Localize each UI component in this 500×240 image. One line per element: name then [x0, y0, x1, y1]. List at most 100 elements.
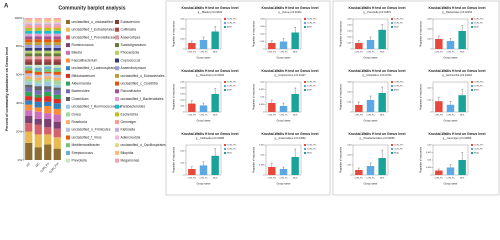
- legend-label: CON_Pre: [307, 144, 317, 147]
- legend-swatch: [391, 144, 393, 146]
- y-tick-label: 0.03: [347, 145, 352, 147]
- bar-segment: [53, 80, 61, 85]
- bar-segment: [34, 53, 42, 57]
- y-axis-label: Proportion of sequences: [173, 146, 176, 173]
- legend-swatch: [304, 18, 306, 20]
- x-tick-label: CON_Po: [279, 178, 288, 180]
- x-axis-label: Group name: [364, 57, 379, 60]
- y-tick-label: 0: [430, 49, 432, 51]
- bar-segment: [34, 62, 42, 65]
- bar: [188, 169, 196, 175]
- legend-swatch: [224, 144, 226, 146]
- legend-swatch: [224, 18, 226, 20]
- bar-segment: [34, 80, 42, 84]
- x-tick-label: CON_Po: [199, 52, 208, 54]
- bar-segment: [53, 114, 61, 122]
- legend-label: Flavonifractor: [121, 89, 142, 93]
- subplot-bg: [418, 130, 496, 188]
- legend-label: MCK: [394, 153, 399, 155]
- legend-label: Anaerostipes: [121, 35, 141, 39]
- bar-segment: [53, 39, 61, 43]
- bar-segment: [44, 59, 52, 63]
- bar: [355, 105, 363, 112]
- bar-segment: [44, 134, 52, 145]
- subplot-bg: [251, 67, 329, 125]
- bar-segment: [44, 53, 52, 57]
- bar-segment: [25, 44, 33, 48]
- y-tick-label: 0.06: [427, 19, 432, 21]
- bar-segment: [44, 44, 52, 48]
- bar-segment: [34, 44, 42, 48]
- bar: [199, 40, 208, 49]
- legend-label: CON_Pre: [307, 81, 317, 84]
- bar-segment: [44, 39, 52, 43]
- x-tick-label: MCK: [460, 115, 465, 117]
- bar-segment: [25, 30, 33, 34]
- bar-segment: [25, 81, 33, 85]
- legend-label: Akkermansia: [72, 81, 92, 85]
- legend-label: Klebsiella: [121, 128, 136, 132]
- legend-swatch: [224, 22, 226, 24]
- legend-label: MCK: [394, 27, 399, 29]
- x-axis-label: Group name: [197, 57, 212, 60]
- x-tick-label: CON_Po: [39, 161, 50, 173]
- bar-segment: [53, 59, 61, 63]
- x-axis-label: Group name: [444, 120, 459, 123]
- y-tick-label: 60%: [16, 73, 22, 77]
- bar-segment: [34, 33, 42, 37]
- y-axis-label: Proportion of sequences: [253, 83, 256, 110]
- legend-label: Roseburia: [72, 120, 88, 124]
- legend-swatch: [115, 43, 119, 48]
- subplot-bg: [338, 4, 416, 62]
- legend-swatch: [66, 43, 70, 48]
- legend-label: unclassified_f_Lachnospiraceae: [72, 66, 120, 70]
- bar: [378, 158, 386, 175]
- bar-segment: [44, 89, 52, 92]
- bar-segment: [53, 23, 61, 26]
- bar-segment: [34, 59, 42, 63]
- legend-swatch: [115, 150, 119, 155]
- bar-segment: [25, 25, 33, 28]
- x-tick-label: CON_Pre: [187, 52, 197, 54]
- bar-segment: [44, 22, 52, 24]
- x-tick-label: CON_Pre: [434, 52, 444, 54]
- legend-label: MCK: [474, 153, 479, 155]
- legend-swatch: [115, 27, 119, 32]
- x-tick-label: CON_Pre: [354, 178, 364, 180]
- legend-swatch: [115, 112, 119, 117]
- subplot-subtitle: g__Coprococcus p=0.04127: [274, 74, 306, 77]
- subplot-bg: [418, 67, 496, 125]
- x-tick-label: MCK: [460, 178, 465, 180]
- bar: [268, 43, 276, 49]
- y-tick-label: 0.02: [427, 145, 432, 147]
- bar-segment: [34, 118, 42, 125]
- bar: [211, 155, 219, 175]
- bar: [435, 101, 443, 112]
- bar-segment: [53, 90, 61, 95]
- y-tick-label: 0.01: [260, 97, 265, 99]
- y-tick-label: 0.01: [260, 41, 265, 43]
- legend-label: CON_Po: [394, 86, 404, 88]
- legend-label: MCK: [394, 90, 399, 92]
- bar: [355, 170, 363, 175]
- subplot-title: Kruskal-Wallis H test on Genus level: [348, 69, 405, 73]
- legend-label: unclassified_o_unclassified: [72, 20, 113, 24]
- bar-segment: [44, 76, 52, 80]
- y-tick-label: 0.03: [180, 94, 185, 96]
- x-axis-label: Group name: [364, 120, 379, 123]
- bar-segment: [34, 94, 42, 98]
- legend-swatch: [391, 22, 393, 24]
- y-tick-label: 0: [430, 112, 432, 114]
- y-tick-label: 0.03: [260, 26, 265, 28]
- legend-swatch: [304, 81, 306, 83]
- bar-segment: [34, 67, 42, 71]
- bar-segment: [25, 67, 33, 71]
- legend-swatch: [115, 58, 119, 63]
- bar-segment: [44, 47, 52, 51]
- bar: [458, 95, 466, 112]
- bar: [435, 39, 443, 49]
- legend-swatch: [115, 97, 119, 101]
- bar-segment: [44, 62, 52, 65]
- bar-segment: [53, 62, 61, 65]
- bar-segment: [53, 25, 61, 28]
